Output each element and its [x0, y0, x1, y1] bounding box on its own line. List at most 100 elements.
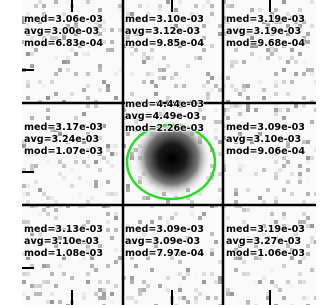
noise-pixel	[166, 276, 170, 280]
noise-pixel	[214, 84, 218, 88]
noise-pixel	[82, 52, 86, 56]
noise-pixel	[286, 92, 290, 96]
noise-pixel	[306, 252, 310, 256]
noise-pixel	[22, 184, 26, 188]
noise-pixel	[58, 300, 62, 304]
noise-pixel	[298, 180, 302, 184]
noise-pixel	[298, 164, 302, 168]
noise-pixel	[198, 56, 202, 60]
stat-mod: mod=9.68e-04	[226, 38, 305, 49]
noise-pixel	[30, 164, 34, 168]
noise-pixel	[278, 108, 282, 112]
noise-pixel	[74, 116, 78, 120]
noise-pixel	[270, 52, 274, 56]
noise-pixel	[54, 208, 58, 212]
noise-pixel	[142, 196, 146, 200]
noise-pixel	[214, 240, 218, 244]
noise-pixel	[86, 280, 90, 284]
noise-pixel	[218, 32, 222, 36]
noise-pixel	[46, 280, 50, 284]
noise-pixel	[94, 180, 98, 184]
noise-pixel	[310, 224, 314, 228]
noise-pixel	[258, 196, 262, 200]
noise-pixel	[182, 296, 186, 300]
stat-med: med=3.10e-03	[125, 14, 204, 25]
noise-pixel	[198, 192, 202, 196]
noise-pixel	[154, 92, 158, 96]
noise-pixel	[54, 284, 58, 288]
noise-pixel	[218, 276, 222, 280]
noise-pixel	[214, 108, 218, 112]
noise-pixel	[166, 200, 170, 204]
noise-pixel	[226, 108, 230, 112]
noise-pixel	[26, 84, 30, 88]
noise-pixel	[174, 84, 178, 88]
noise-pixel	[138, 292, 142, 296]
noise-pixel	[130, 296, 134, 300]
noise-pixel	[266, 188, 270, 192]
noise-pixel	[306, 296, 310, 300]
noise-pixel	[102, 296, 106, 300]
noise-pixel	[294, 60, 298, 64]
noise-pixel	[110, 164, 114, 168]
noise-pixel	[30, 284, 34, 288]
noise-pixel	[46, 96, 50, 100]
noise-pixel	[186, 268, 190, 272]
noise-pixel	[98, 168, 102, 172]
noise-pixel	[118, 4, 122, 8]
noise-pixel	[242, 84, 246, 88]
noise-pixel	[166, 64, 170, 68]
noise-pixel	[98, 280, 102, 284]
noise-pixel	[210, 272, 214, 276]
noise-pixel	[286, 160, 290, 164]
noise-pixel	[230, 104, 234, 108]
noise-pixel	[186, 300, 190, 304]
noise-pixel	[274, 200, 278, 204]
noise-pixel	[266, 168, 270, 172]
noise-pixel	[218, 260, 222, 264]
stat-avg: avg=3.27e-03	[226, 236, 301, 247]
noise-pixel	[70, 168, 74, 172]
noise-pixel	[42, 280, 46, 284]
noise-pixel	[230, 292, 234, 296]
noise-pixel	[234, 192, 238, 196]
noise-pixel	[158, 4, 162, 8]
noise-pixel	[134, 300, 138, 304]
noise-pixel	[46, 108, 50, 112]
noise-pixel	[262, 276, 266, 280]
noise-pixel	[98, 68, 102, 72]
noise-pixel	[286, 60, 290, 64]
noise-pixel	[86, 164, 90, 168]
noise-pixel	[194, 300, 198, 304]
noise-pixel	[174, 8, 178, 12]
noise-pixel	[282, 80, 286, 84]
noise-pixel	[110, 48, 114, 52]
noise-pixel	[306, 244, 310, 248]
stat-mod: mod=1.07e-03	[24, 146, 103, 157]
noise-pixel	[114, 96, 118, 100]
noise-pixel	[106, 88, 110, 92]
stat-avg: avg=3.24e-03	[24, 134, 99, 145]
noise-pixel	[302, 96, 306, 100]
noise-pixel	[218, 140, 222, 144]
noise-pixel	[106, 148, 110, 152]
noise-pixel	[130, 280, 134, 284]
noise-pixel	[50, 196, 54, 200]
noise-pixel	[150, 72, 154, 76]
noise-pixel	[302, 296, 306, 300]
noise-pixel	[106, 84, 110, 88]
noise-pixel	[58, 172, 62, 176]
noise-pixel	[106, 180, 110, 184]
noise-pixel	[74, 160, 78, 164]
noise-pixel	[302, 212, 306, 216]
noise-pixel	[310, 24, 314, 28]
noise-pixel	[186, 272, 190, 276]
stat-avg: avg=3.19e-03	[226, 26, 301, 37]
noise-pixel	[306, 224, 310, 228]
noise-pixel	[298, 280, 302, 284]
noise-pixel	[214, 280, 218, 284]
noise-pixel	[250, 52, 254, 56]
noise-pixel	[98, 296, 102, 300]
noise-pixel	[162, 68, 166, 72]
noise-pixel	[62, 176, 66, 180]
